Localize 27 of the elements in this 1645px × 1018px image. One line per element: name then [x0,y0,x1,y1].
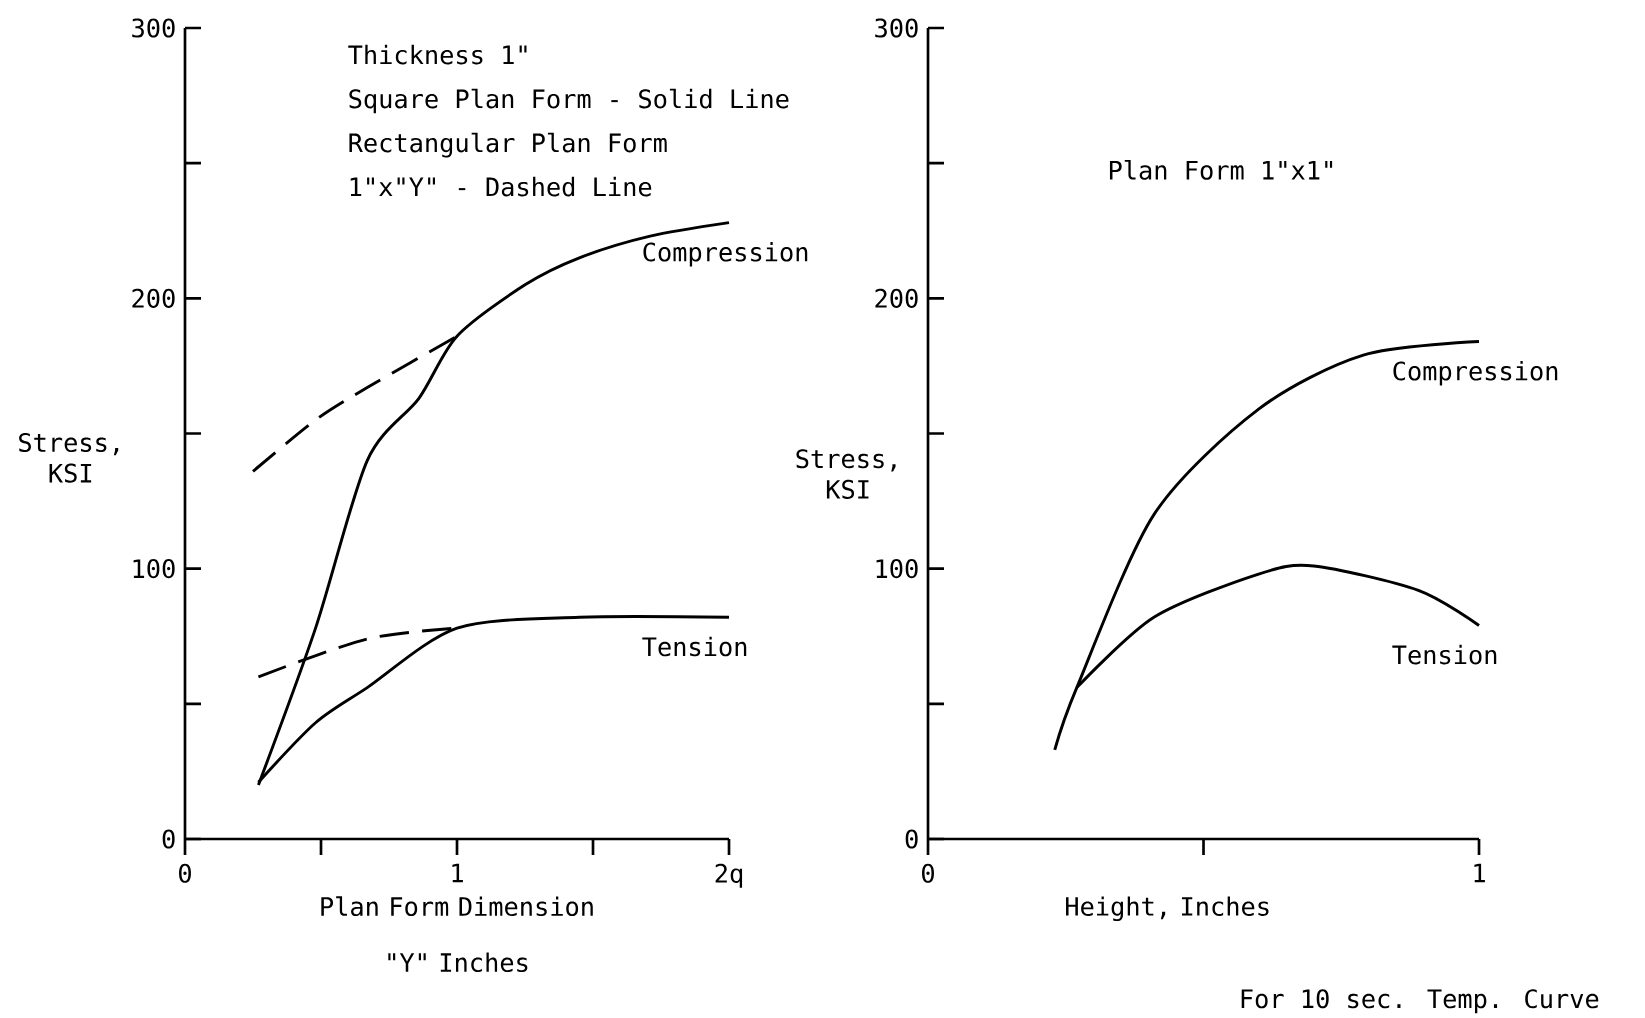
annotation: Square Plan Form - Solid Line [349,88,789,114]
x-tick-label: 1 [452,863,463,883]
x-tick-label: 0 [179,863,191,883]
y-axis-title: Stress, KSI [19,432,119,483]
series-label: Compression [1393,360,1558,386]
annotation: Plan Form 1"x1" [1109,160,1333,180]
y-tick-label: 100 [876,559,918,579]
series-label: Tension [642,636,747,657]
annotation: Thickness 1" [348,44,527,65]
x-tick-label: 1 [1474,863,1485,883]
x-axis-title: Height, Inches [1066,896,1269,922]
y-tick-label: 300 [875,18,918,38]
text: For 10 sec. Temp. Curve [1241,989,1599,1014]
y-axis-title: Stress, KSI [796,449,896,499]
series-label: Tension [1392,644,1497,665]
annotation: Rectangular Plan Form [349,132,667,158]
annotation: 1"x"Y" - Dashed Line [350,176,652,197]
y-tick-label: 100 [133,559,175,579]
y-tick-label: 0 [905,829,918,849]
series-label: Compression [643,242,808,267]
x-tick-label: 2q [715,863,743,888]
x-tick-label: 0 [922,863,934,883]
y-tick-label: 200 [875,288,918,308]
y-tick-label: 200 [132,288,175,308]
y-tick-label: 300 [132,18,175,38]
text: Plan Form Dimension "Y" Inches [321,896,593,973]
y-tick-label: 0 [162,829,175,849]
